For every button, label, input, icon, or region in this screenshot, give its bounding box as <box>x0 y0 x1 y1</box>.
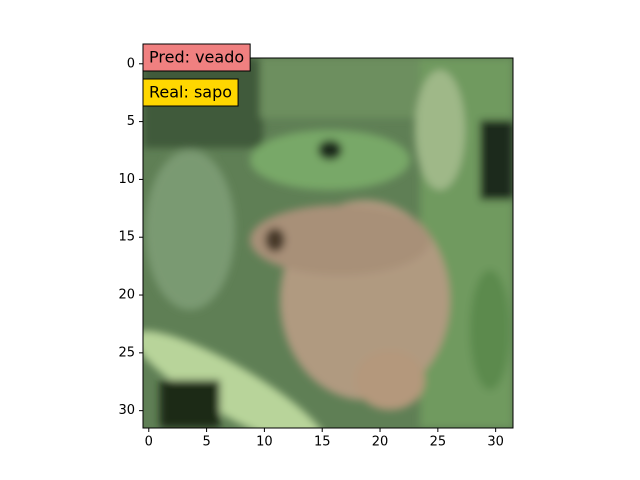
y-tick-label: 0 <box>127 56 135 71</box>
x-tick-label: 15 <box>314 435 331 450</box>
axes-frame <box>142 57 514 429</box>
x-tick-label: 30 <box>487 435 504 450</box>
x-tick-label: 5 <box>202 435 210 450</box>
annotation-text: Real: sapo <box>149 83 232 102</box>
annotation-text: Pred: veado <box>149 48 244 67</box>
annotation-box <box>142 43 251 72</box>
y-tick-label: 25 <box>118 345 135 360</box>
y-tick-label: 5 <box>127 114 135 129</box>
x-tick-label: 0 <box>145 435 153 450</box>
x-tick-label: 20 <box>372 435 389 450</box>
image <box>143 58 513 428</box>
y-tick-label: 15 <box>118 230 135 245</box>
y-tick-label: 20 <box>118 288 135 303</box>
x-tick-label: 10 <box>256 435 273 450</box>
y-tick-label: 30 <box>118 403 135 418</box>
annotation-box <box>142 78 239 107</box>
x-tick-label: 25 <box>430 435 447 450</box>
y-tick-label: 10 <box>118 172 135 187</box>
